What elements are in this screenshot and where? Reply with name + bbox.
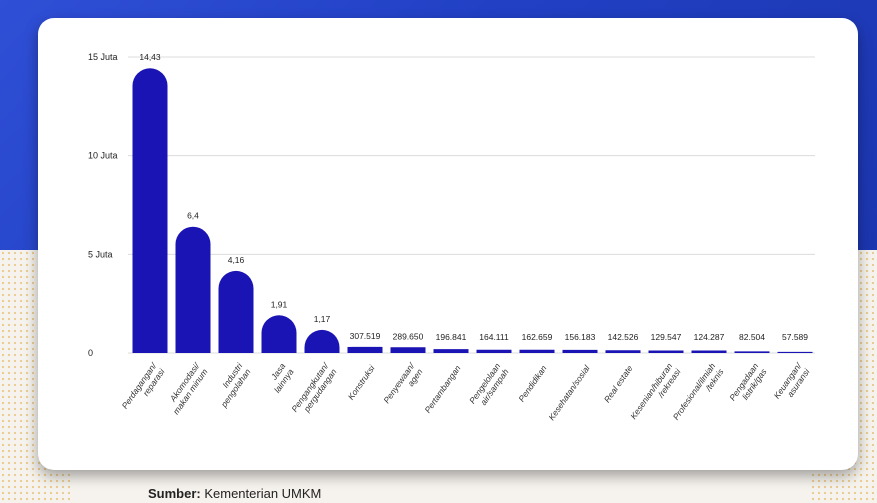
data-label: 156.183 xyxy=(565,332,596,342)
y-tick-label: 0 xyxy=(88,348,93,358)
category-label: Jasalainnya xyxy=(264,361,296,395)
category-label: Pertambangan xyxy=(422,363,462,415)
category-line: Pertambangan xyxy=(422,363,462,415)
bar xyxy=(734,351,770,353)
category-label: Konstruksi xyxy=(346,363,378,402)
category-text: Pengadaanlistrik/gas xyxy=(727,361,769,409)
category-text: Pendidikan xyxy=(516,363,548,403)
category-labels: Perdagangan/reparasi Akomodasi/makan minu… xyxy=(120,360,813,423)
data-label: 142.526 xyxy=(608,332,639,342)
category-text: Keuangan/asuransi xyxy=(772,360,813,406)
bar xyxy=(777,351,813,353)
source-label: Sumber: xyxy=(148,486,201,501)
category-label: Kesehatan/sosial xyxy=(546,363,592,423)
category-text: Kesehatan/sosial xyxy=(546,363,592,423)
bar xyxy=(390,347,426,353)
bar xyxy=(433,349,469,353)
data-label: 307.519 xyxy=(350,331,381,341)
data-label: 6,4 xyxy=(187,211,199,221)
bar xyxy=(304,329,340,353)
category-label: Real estate xyxy=(602,363,635,404)
category-text: Pertambangan xyxy=(422,363,462,415)
data-label: 164.111 xyxy=(479,332,509,342)
category-label: Pengadaanlistrik/gas xyxy=(727,361,769,409)
bars xyxy=(132,68,813,354)
category-label: Akomodasi/makan minum xyxy=(163,360,211,417)
bar xyxy=(218,270,254,353)
category-label: Pendidikan xyxy=(516,363,548,403)
y-tick-label: 5 Juta xyxy=(88,249,113,259)
y-tick-label: 10 Juta xyxy=(88,151,118,161)
category-text: Akomodasi/makan minum xyxy=(163,360,211,417)
bar xyxy=(175,226,211,353)
category-text: Penyewaan/agen xyxy=(381,360,425,411)
bar xyxy=(261,315,297,353)
data-labels: 14,43 6,4 4,16 1,91 1,17 307.519 289.650 196.84… xyxy=(139,52,808,342)
category-label: Perdagangan/reparasi xyxy=(120,360,168,417)
data-label: 289.650 xyxy=(393,331,424,341)
bar xyxy=(562,349,598,353)
category-text: Perdagangan/reparasi xyxy=(120,360,168,417)
category-label: Keuangan/asuransi xyxy=(772,360,813,406)
category-text: Pengangkutan/pergudangan xyxy=(289,360,339,420)
bar xyxy=(519,349,555,353)
data-label: 1,17 xyxy=(314,314,331,324)
chart-card xyxy=(38,18,858,470)
data-label: 1,91 xyxy=(271,299,288,309)
category-label: Penyewaan/agen xyxy=(381,360,425,411)
category-text: Jasalainnya xyxy=(264,361,296,395)
category-text: Pengelolaanair/sampah xyxy=(467,361,511,411)
category-line: Kesehatan/sosial xyxy=(546,363,592,423)
category-line: Konstruksi xyxy=(346,363,378,402)
bar xyxy=(476,349,512,353)
data-label: 124.287 xyxy=(694,332,725,342)
category-text: Real estate xyxy=(602,363,635,404)
data-label: 57.589 xyxy=(782,332,808,342)
category-line: Real estate xyxy=(602,363,635,404)
category-line: Pendidikan xyxy=(516,363,548,403)
category-text: Industripengolahan xyxy=(210,360,253,410)
bar xyxy=(605,350,641,353)
bar xyxy=(347,346,383,353)
category-label: Pengangkutan/pergudangan xyxy=(289,360,339,420)
bar xyxy=(691,350,727,353)
data-label: 14,43 xyxy=(139,52,161,62)
source-text: Kementerian UMKM xyxy=(200,486,322,501)
bar xyxy=(648,350,684,353)
data-label: 196.841 xyxy=(436,332,467,342)
data-label: 129.547 xyxy=(651,332,682,342)
data-label: 162.659 xyxy=(522,332,553,342)
category-text: Konstruksi xyxy=(346,363,378,402)
gridlines: 0 5 Juta 10 Juta 15 Juta xyxy=(88,52,815,358)
data-label: 82.504 xyxy=(739,332,765,342)
y-tick-label: 15 Juta xyxy=(88,52,118,62)
category-label: Industripengolahan xyxy=(210,360,253,410)
source-note: Sumber: Kementerian UMKM xyxy=(148,486,321,501)
bar xyxy=(132,68,168,354)
data-label: 4,16 xyxy=(228,255,245,265)
category-label: Pengelolaanair/sampah xyxy=(467,361,511,411)
